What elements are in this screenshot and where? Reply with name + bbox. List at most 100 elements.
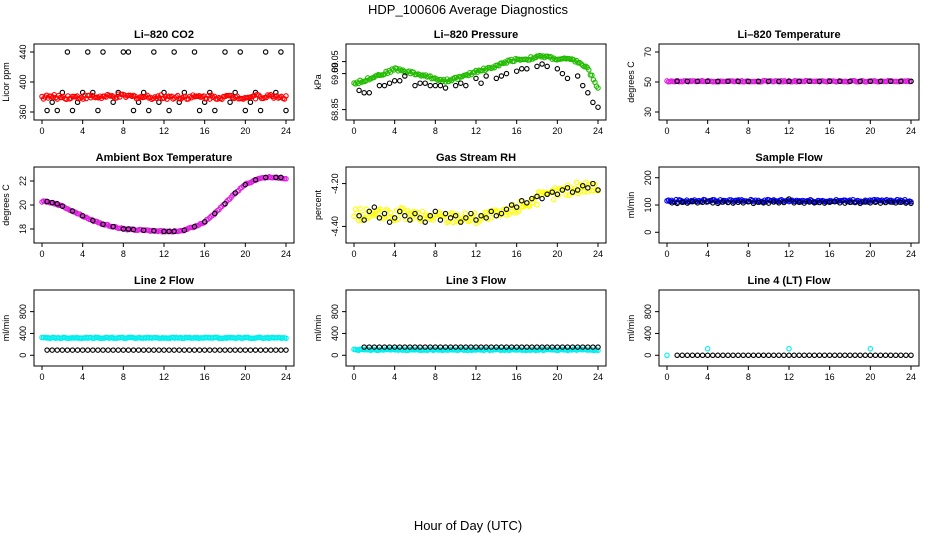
- data-point: [79, 347, 86, 353]
- data-point: [212, 107, 218, 114]
- data-point: [407, 217, 413, 223]
- data-point: [581, 189, 588, 195]
- data-point: [816, 78, 823, 85]
- data-point: [892, 352, 899, 359]
- data-point: [257, 107, 264, 114]
- data-point: [100, 221, 106, 227]
- x-tick-label: 20: [865, 126, 875, 136]
- x-tick-label: 24: [593, 249, 603, 259]
- x-tick-label: 16: [512, 249, 522, 259]
- x-tick-label: 20: [865, 249, 875, 259]
- data-point: [554, 66, 561, 72]
- data-point: [402, 212, 408, 219]
- data-point: [130, 226, 137, 233]
- data-point: [534, 344, 540, 350]
- y-axis-label: degrees C: [626, 61, 636, 103]
- y-tick-label: 22: [18, 176, 28, 186]
- data-point: [381, 82, 388, 89]
- data-point: [212, 210, 218, 217]
- data-point: [664, 352, 670, 359]
- data-point: [161, 95, 167, 101]
- data-point: [786, 352, 792, 359]
- data-point: [704, 78, 711, 85]
- data-point: [356, 212, 362, 219]
- data-series: [351, 52, 601, 91]
- y-tick-label: 18: [18, 224, 28, 234]
- data-point: [786, 345, 792, 352]
- x-tick-label: 4: [392, 126, 397, 136]
- data-point: [801, 352, 807, 359]
- data-point: [278, 49, 284, 55]
- data-point: [90, 347, 96, 353]
- data-point: [765, 78, 772, 85]
- chart-panel: Li–820 CO2 Licor ppm 0 4 8 12 16 20 24 360 400 440: [1, 29, 295, 136]
- data-point: [176, 347, 183, 353]
- data-point: [85, 49, 91, 55]
- data-point: [494, 208, 501, 214]
- data-point: [898, 352, 904, 359]
- y-tick-label: 360: [18, 104, 28, 119]
- y-tick-label: 400: [18, 74, 28, 89]
- data-point: [396, 66, 403, 72]
- data-point: [457, 344, 464, 350]
- data-point: [262, 49, 269, 55]
- x-tick-label: 8: [121, 249, 126, 259]
- x-tick-label: 16: [200, 249, 210, 259]
- data-point: [821, 200, 828, 206]
- data-point: [816, 199, 823, 206]
- data-point: [54, 107, 60, 114]
- data-point: [407, 344, 413, 350]
- data-point: [539, 61, 545, 67]
- x-tick-label: 8: [121, 372, 126, 382]
- data-point: [559, 344, 566, 350]
- data-series: [39, 334, 289, 342]
- data-point: [427, 344, 433, 350]
- data-point: [776, 352, 782, 359]
- data-point: [217, 347, 223, 353]
- data-point: [417, 344, 423, 350]
- x-tick-label: 24: [281, 126, 291, 136]
- data-point: [679, 199, 685, 206]
- x-tick-label: 24: [281, 372, 291, 382]
- data-point: [791, 352, 797, 359]
- data-point: [59, 347, 66, 353]
- data-point: [674, 352, 680, 359]
- data-point: [569, 344, 576, 350]
- x-tick-label: 20: [552, 126, 562, 136]
- data-point: [49, 347, 55, 353]
- data-series: [674, 352, 914, 359]
- x-tick-label: 24: [906, 249, 916, 259]
- data-point: [781, 352, 787, 359]
- data-point: [821, 352, 828, 359]
- data-point: [252, 347, 259, 353]
- panel-title: Line 2 Flow: [134, 275, 194, 287]
- data-point: [237, 347, 244, 353]
- data-point: [549, 189, 555, 195]
- data-point: [457, 219, 464, 225]
- x-tick-label: 20: [552, 372, 562, 382]
- data-point: [518, 66, 525, 72]
- data-point: [222, 201, 228, 207]
- data-point: [674, 78, 680, 85]
- data-series: [44, 174, 284, 235]
- data-point: [555, 192, 562, 199]
- x-tick-label: 8: [746, 126, 751, 136]
- data-point: [735, 352, 741, 359]
- data-point: [422, 219, 428, 225]
- x-tick-label: 4: [80, 249, 85, 259]
- plot-frame: [33, 289, 295, 367]
- x-tick-label: 16: [825, 372, 835, 382]
- data-point: [590, 180, 596, 187]
- data-point: [564, 185, 571, 191]
- data-point: [181, 227, 188, 233]
- data-point: [585, 185, 591, 191]
- data-point: [247, 347, 254, 353]
- data-point: [473, 217, 479, 223]
- data-point: [704, 345, 711, 352]
- data-point: [898, 199, 904, 206]
- data-point: [427, 212, 433, 219]
- data-point: [125, 226, 132, 232]
- data-point: [544, 191, 550, 198]
- data-point: [579, 182, 586, 189]
- data-point: [125, 347, 132, 353]
